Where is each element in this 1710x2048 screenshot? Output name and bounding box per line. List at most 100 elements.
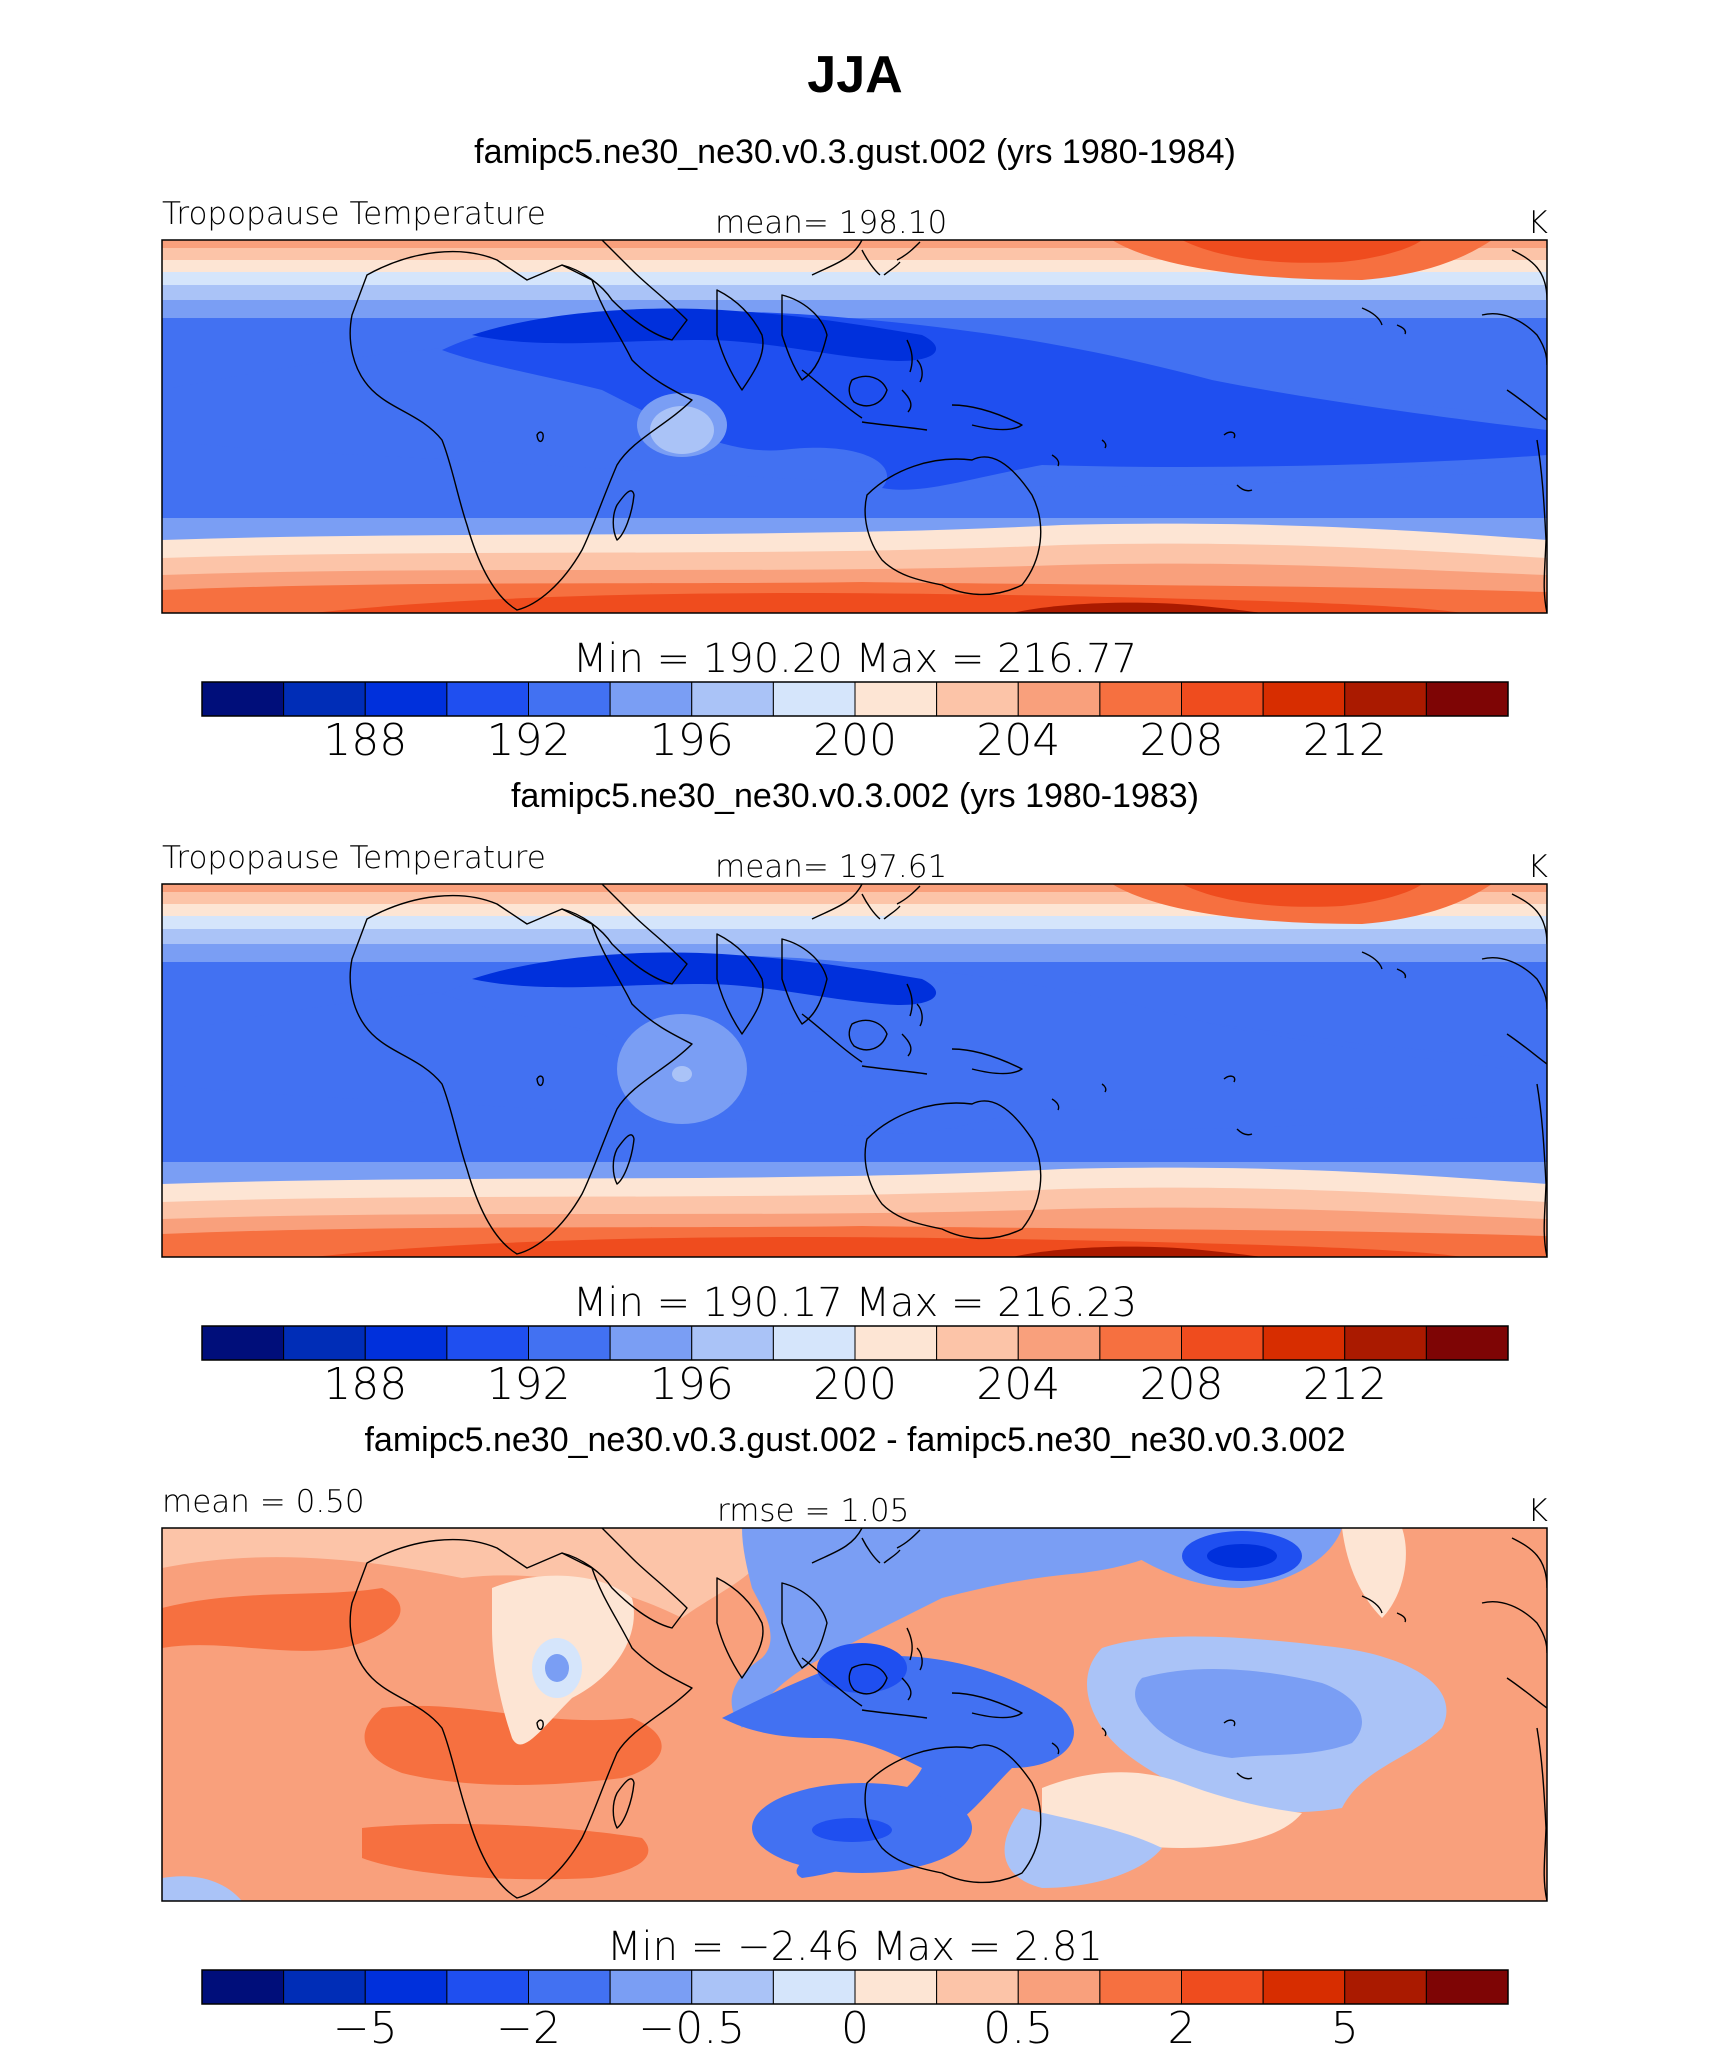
colorbar-box xyxy=(609,1325,693,1361)
panel-title: famipc5.ne30_ne30.v0.3.002 (yrs 1980-198… xyxy=(511,777,1199,815)
colorbar-box xyxy=(1262,681,1346,717)
colorbar-box xyxy=(528,1969,611,2005)
colorbar-box xyxy=(1425,681,1509,717)
contour-band xyxy=(472,952,937,1005)
contour-band xyxy=(364,1705,662,1785)
contour-field xyxy=(162,240,1547,613)
panel-title: famipc5.ne30_ne30.v0.3.gust.002 (yrs 198… xyxy=(474,133,1236,171)
colorbar-box xyxy=(201,1325,285,1361)
colorbar-tick-label: 196 xyxy=(650,1359,734,1410)
minmax-label: Min = −2.46 Max = 2.81 xyxy=(607,1924,1103,1970)
contour-field xyxy=(162,1528,1547,1901)
contour-field xyxy=(162,884,1547,1257)
colorbar-tick-label: 2 xyxy=(1168,2003,1196,2048)
rmse-label: rmse = 1.05 xyxy=(717,1493,909,1529)
contour-band xyxy=(650,406,714,454)
colorbar-box xyxy=(283,681,366,717)
colorbar-tick-label: 0.5 xyxy=(983,2003,1053,2048)
colorbar-box xyxy=(1181,1969,1264,2005)
colorbar-box xyxy=(772,1969,856,2005)
colorbar-box xyxy=(772,1325,856,1361)
map-frame xyxy=(161,239,1548,614)
colorbar-box xyxy=(1425,1969,1509,2005)
contour-band xyxy=(812,1818,892,1842)
colorbar-box xyxy=(1262,1325,1346,1361)
contour-band xyxy=(362,1823,649,1880)
contour-band xyxy=(442,311,1547,490)
colorbar-tick-label: −2 xyxy=(496,2003,561,2048)
colorbar-box xyxy=(1181,1325,1264,1361)
contour-band xyxy=(1004,1808,1162,1888)
colorbar-box xyxy=(283,1969,366,2005)
colorbar-box xyxy=(201,681,285,717)
colorbar-box xyxy=(854,681,938,717)
colorbar xyxy=(201,1969,1509,2005)
mean-label: mean= 197.61 xyxy=(715,849,947,885)
contour-band xyxy=(1182,240,1422,263)
colorbar-tick-label: 204 xyxy=(976,1359,1060,1410)
contour-band xyxy=(162,1528,766,1618)
colorbar-box xyxy=(528,681,611,717)
colorbar-tick-label: −5 xyxy=(333,2003,398,2048)
contour-band xyxy=(162,1588,401,1651)
contour-band xyxy=(1012,602,1262,613)
colorbar-box xyxy=(854,1325,938,1361)
colorbar-tick-label: 200 xyxy=(813,715,897,766)
colorbar-tick-label: 212 xyxy=(1303,1359,1387,1410)
colorbar xyxy=(201,1325,1509,1361)
colorbar-box xyxy=(364,1325,448,1361)
colorbar-box xyxy=(1017,1325,1101,1361)
colorbar-tick-label: 5 xyxy=(1331,2003,1359,2048)
colorbar-box xyxy=(1181,681,1264,717)
colorbar-box xyxy=(772,681,856,717)
contour-band xyxy=(817,1643,907,1693)
colorbar-tick-label: 208 xyxy=(1140,715,1224,766)
colorbar-box xyxy=(446,681,529,717)
colorbar-box xyxy=(201,1969,285,2005)
contour-band xyxy=(1207,1544,1277,1568)
contour-band xyxy=(731,1528,1202,1728)
minmax-label: Min = 190.20 Max = 216.77 xyxy=(573,636,1137,682)
colorbar-box xyxy=(1344,1325,1427,1361)
map-frame xyxy=(161,1527,1548,1902)
contour-band xyxy=(1182,884,1422,907)
colorbar-frame xyxy=(201,1969,1509,2005)
units-label: K xyxy=(1528,1493,1548,1529)
chart-panel: famipc5.ne30_ne30.v0.3.gust.002 (yrs 198… xyxy=(161,133,1548,766)
colorbar-tick-label: 200 xyxy=(813,1359,897,1410)
colorbar-box xyxy=(1099,681,1182,717)
units-label: K xyxy=(1528,849,1548,885)
mean-label: mean= 198.10 xyxy=(715,205,947,241)
colorbar-box xyxy=(691,1325,774,1361)
colorbar-box xyxy=(446,1325,529,1361)
contour-band xyxy=(1342,1528,1406,1618)
colorbar-box xyxy=(1017,1969,1101,2005)
map-plot xyxy=(161,1527,1548,1902)
map-plot xyxy=(161,883,1548,1258)
colorbar-box xyxy=(936,1325,1019,1361)
colorbar-frame xyxy=(201,681,1509,717)
colorbar-tick-label: 192 xyxy=(487,715,571,766)
chart-panel: famipc5.ne30_ne30.v0.3.gust.002 - famipc… xyxy=(161,1421,1548,2048)
contour-band xyxy=(722,1656,1074,1878)
colorbar-box xyxy=(936,681,1019,717)
colorbar-tick-label: 192 xyxy=(487,1359,571,1410)
figure-title: JJA xyxy=(807,46,902,104)
colorbar-box xyxy=(609,1969,693,2005)
units-label: K xyxy=(1528,205,1548,241)
colorbar-box xyxy=(528,1325,611,1361)
colorbar-box xyxy=(691,681,774,717)
colorbar-tick-label: 0 xyxy=(841,2003,869,2048)
minmax-label: Min = 190.17 Max = 216.23 xyxy=(573,1280,1137,1326)
colorbar-box xyxy=(364,681,448,717)
colorbar-tick-label: 208 xyxy=(1140,1359,1224,1410)
colorbar-box xyxy=(854,1969,938,2005)
colorbar-frame xyxy=(201,1325,1509,1361)
colorbar-tick-label: 204 xyxy=(976,715,1060,766)
colorbar-box xyxy=(1344,1969,1427,2005)
variable-label: Tropopause Temperature xyxy=(162,840,546,876)
colorbar-box xyxy=(1099,1325,1182,1361)
colorbar-box xyxy=(691,1969,774,2005)
colorbar-box xyxy=(1344,681,1427,717)
